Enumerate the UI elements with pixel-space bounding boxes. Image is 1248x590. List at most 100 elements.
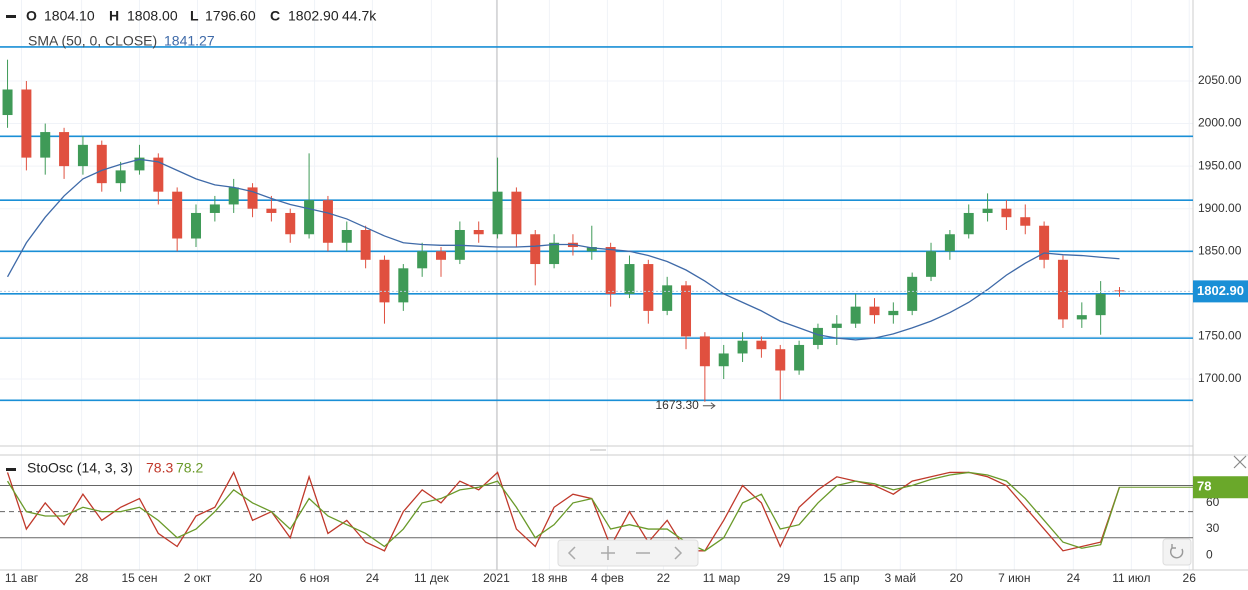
legend-text: O: [26, 8, 37, 24]
candle-body: [172, 191, 183, 239]
candle-body: [1076, 315, 1087, 320]
scroll-left[interactable]: [567, 546, 576, 560]
x-tick-label: 11 мар: [703, 571, 741, 585]
candle-body: [869, 306, 880, 316]
candle-body: [96, 144, 107, 184]
candle-body: [209, 204, 220, 213]
zoom-in[interactable]: [601, 546, 615, 560]
stoch-k-value: 78.3: [146, 460, 173, 476]
x-tick-label: 26: [1183, 571, 1197, 585]
candle-body: [963, 212, 974, 235]
legend-text: 1804.10: [44, 8, 95, 24]
sma-line: [6, 158, 1120, 341]
main-legend: O 1804.10 H 1808.00 L 1796.60 C 1802.90 …: [6, 8, 377, 49]
x-tick-label: 24: [366, 571, 380, 585]
candle-body: [643, 264, 654, 311]
y-tick-label: 0: [1206, 547, 1213, 561]
scroll-right[interactable]: [674, 546, 683, 560]
collapse-icon[interactable]: [6, 468, 16, 471]
candle-body: [794, 344, 805, 371]
x-tick-label: 15 апр: [823, 571, 860, 585]
candle-body: [285, 212, 296, 235]
y-tick-label: 1850.00: [1198, 243, 1242, 257]
candle-body: [21, 89, 32, 158]
collapse-icon[interactable]: [6, 15, 16, 18]
candle-body: [360, 229, 371, 260]
candle-body: [40, 132, 51, 158]
candle-body: [115, 170, 126, 184]
candle-body: [624, 264, 635, 294]
candle-body: [473, 229, 484, 235]
x-tick-label: 2021: [483, 571, 510, 585]
candle-body: [379, 259, 390, 303]
plot: 11 авг 28 15 сен 2 окт 20 6 ноя 24 11 дек 2021 18…: [0, 46, 1248, 585]
candle-body: [511, 191, 522, 235]
x-tick-label: 6 ноя: [300, 571, 330, 585]
candle-body: [1020, 217, 1031, 226]
x-tick-label: 22: [657, 571, 671, 585]
reset-icon: [1169, 544, 1184, 559]
candle-body: [605, 247, 616, 294]
candle-body: [888, 310, 899, 316]
legend-text: C: [270, 8, 280, 24]
candle-body: [831, 323, 842, 328]
candle-body: [586, 247, 597, 252]
candle-body: [1057, 259, 1068, 320]
y-tick-label: 60: [1206, 495, 1220, 509]
y-tick-label: 2050.00: [1198, 73, 1242, 87]
y-tick-label: 2000.00: [1198, 116, 1242, 130]
candle-body: [191, 212, 202, 239]
x-tick-label: 11 авг: [5, 571, 39, 585]
last-value-label: 78: [1197, 479, 1211, 494]
candle-body: [59, 132, 70, 167]
candle-body: [341, 229, 352, 243]
candle-body: [812, 327, 823, 345]
oscillator-line: [6, 470, 1121, 552]
candle-body: [907, 276, 918, 311]
candle-body: [681, 285, 692, 337]
legend-text: 1802.90: [288, 8, 339, 24]
candle-body: [1001, 208, 1012, 218]
candle-body: [756, 340, 767, 350]
x-tick-label: 11 июл: [1112, 571, 1150, 585]
candle-body: [530, 234, 541, 265]
candle-body: [322, 200, 333, 243]
x-tick-label: 20: [950, 571, 964, 585]
candle-body: [228, 187, 239, 205]
legend-text: L: [190, 8, 199, 24]
annotation-arrow: [702, 402, 716, 410]
legend-text: H: [109, 8, 119, 24]
candle-body: [662, 285, 673, 311]
reset-button[interactable]: [1162, 538, 1192, 566]
candle-body: [492, 191, 503, 235]
x-tick-label: 20: [249, 571, 263, 585]
candle-body: [926, 251, 937, 277]
nav-buttons: [557, 538, 1192, 567]
annotation: 1673.30: [655, 398, 699, 412]
candle-body: [549, 242, 560, 265]
candle-body: [247, 187, 258, 209]
candle-body: [699, 336, 710, 367]
x-tick-label: 7 июн: [998, 571, 1030, 585]
legend-text: 44.7k: [342, 8, 377, 24]
close-pane[interactable]: [1233, 455, 1247, 469]
legend-text: 1796.60: [205, 8, 256, 24]
x-tick-label: 4 фев: [591, 571, 624, 585]
sma-value: 1841.27: [164, 33, 215, 49]
candle-body: [718, 353, 729, 367]
x-tick-label: 3 май: [884, 571, 916, 585]
candle-body: [737, 340, 748, 354]
x-tick-label: 11 дек: [414, 571, 449, 585]
y-tick-label: 1900.00: [1198, 201, 1242, 215]
nav-bar: [557, 539, 699, 567]
x-tick-label: 28: [75, 571, 89, 585]
x-tick-label: 24: [1067, 571, 1081, 585]
candle-body: [153, 157, 164, 192]
y-tick-label: 1700.00: [1198, 371, 1242, 385]
stoch-legend: StoOsc (14, 3, 3) 78.3 78.2: [6, 455, 1247, 476]
candle-body: [417, 251, 428, 269]
candle-body: [266, 208, 277, 213]
stoch-title: StoOsc (14, 3, 3): [27, 460, 133, 476]
